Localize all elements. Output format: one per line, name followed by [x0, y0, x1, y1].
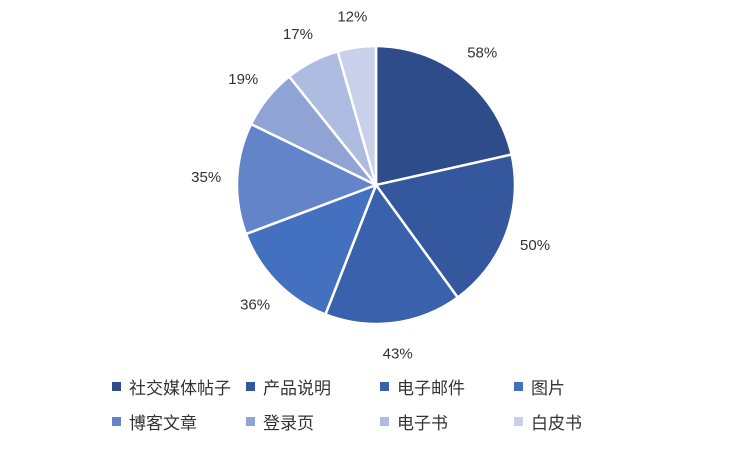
legend-label: 产品说明: [263, 378, 331, 399]
pie-slice: [323, 182, 460, 326]
legend-item: 电子书: [380, 409, 514, 434]
pie-slice: [336, 44, 378, 186]
legend-swatch: [514, 381, 523, 391]
legend-swatch: [246, 416, 255, 426]
legend-label: 博客文章: [129, 413, 197, 434]
legend-item: 登录页: [246, 409, 380, 434]
data-label: 12%: [337, 9, 367, 26]
legend-label: 社交媒体帖子: [129, 378, 231, 399]
legend-label: 图片: [531, 378, 565, 399]
data-label: 43%: [383, 346, 413, 363]
data-label: 58%: [467, 44, 497, 61]
legend-swatch: [514, 416, 523, 426]
legend-item: 产品说明: [246, 374, 380, 399]
legend-item: 白皮书: [514, 409, 614, 434]
data-label: 17%: [283, 26, 313, 43]
pie-slice: [244, 182, 379, 317]
legend-swatch: [380, 416, 389, 426]
legend-item: 博客文章: [112, 409, 246, 434]
data-label: 36%: [240, 297, 270, 314]
legend-label: 电子邮件: [397, 378, 465, 399]
legend-swatch: [112, 381, 121, 391]
data-label: 35%: [191, 169, 221, 186]
pie-slice: [235, 122, 380, 236]
data-label: 50%: [520, 237, 550, 254]
pie-slice: [374, 44, 514, 187]
legend-label: 电子书: [397, 413, 448, 434]
legend-label: 白皮书: [531, 413, 582, 434]
legend-item: 社交媒体帖子: [112, 374, 246, 399]
pie-slice: [373, 153, 517, 300]
data-label: 19%: [228, 71, 258, 88]
legend-label: 登录页: [263, 413, 314, 434]
legend-swatch: [246, 381, 255, 391]
legend-swatch: [112, 416, 121, 426]
legend-swatch: [380, 381, 389, 391]
legend-item: 图片: [514, 374, 614, 399]
legend: 社交媒体帖子 产品说明 电子邮件 图片博客文章 登录页 电子书 白皮书: [112, 374, 614, 434]
legend-item: 电子邮件: [380, 374, 514, 399]
